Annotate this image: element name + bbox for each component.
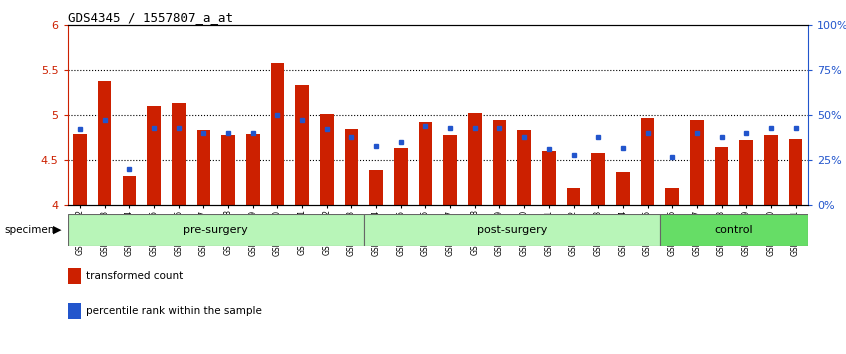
- Bar: [98, 81, 112, 205]
- Bar: [172, 103, 185, 205]
- Bar: [147, 106, 161, 205]
- Bar: [518, 130, 531, 205]
- Text: transformed count: transformed count: [86, 271, 184, 281]
- Bar: [68, 214, 364, 246]
- Text: GDS4345 / 1557807_a_at: GDS4345 / 1557807_a_at: [68, 11, 233, 24]
- Bar: [246, 134, 260, 205]
- Bar: [320, 114, 333, 205]
- Bar: [788, 139, 802, 205]
- Text: percentile rank within the sample: percentile rank within the sample: [86, 306, 262, 316]
- Bar: [660, 214, 808, 246]
- Bar: [222, 135, 235, 205]
- Bar: [74, 134, 87, 205]
- Bar: [666, 188, 679, 205]
- Bar: [419, 122, 432, 205]
- Bar: [715, 147, 728, 205]
- Bar: [295, 85, 309, 205]
- Bar: [492, 120, 506, 205]
- Bar: [68, 268, 80, 284]
- Text: control: control: [715, 225, 753, 235]
- Bar: [468, 113, 481, 205]
- Bar: [542, 151, 556, 205]
- Bar: [196, 130, 210, 205]
- Bar: [344, 130, 358, 205]
- Text: post-surgery: post-surgery: [476, 225, 547, 235]
- Text: pre-surgery: pre-surgery: [184, 225, 248, 235]
- Bar: [567, 188, 580, 205]
- Text: specimen: specimen: [4, 225, 55, 235]
- Bar: [616, 172, 629, 205]
- Bar: [370, 170, 383, 205]
- Bar: [764, 135, 777, 205]
- Bar: [364, 214, 660, 246]
- Bar: [68, 303, 80, 319]
- Bar: [591, 153, 605, 205]
- Bar: [640, 118, 654, 205]
- Bar: [690, 120, 704, 205]
- Bar: [394, 148, 408, 205]
- Bar: [443, 135, 457, 205]
- Bar: [739, 140, 753, 205]
- Text: ▶: ▶: [53, 225, 62, 235]
- Bar: [123, 176, 136, 205]
- Bar: [271, 63, 284, 205]
